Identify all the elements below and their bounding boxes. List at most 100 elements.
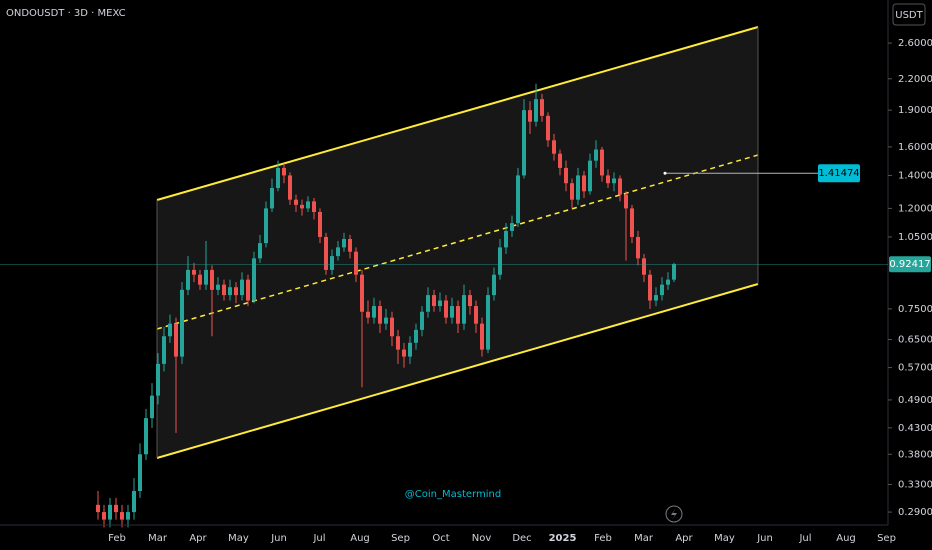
candle-body [672,264,676,280]
candle-body [120,512,124,520]
candle-body [150,395,154,419]
candle-body [300,204,304,209]
candle-body [198,274,202,285]
y-tick-label: 1.60000 [898,142,932,153]
x-tick-label: Nov [472,533,492,544]
annotation-handle [663,171,667,175]
candle-body [378,306,382,324]
candle-body [186,269,190,290]
candle-body [480,323,484,350]
price-label-box [889,256,931,273]
currency-button[interactable] [892,3,926,26]
y-tick-label: 2.20000 [898,74,932,85]
candle-body [312,201,316,212]
x-tick-label: Apr [189,533,207,544]
candle-body [108,504,112,520]
candle-body [444,300,448,318]
candle-body [606,175,610,184]
x-tick-label: May [714,533,735,544]
candle-body [354,251,358,275]
alert-icon[interactable] [665,505,683,523]
x-tick-label: Aug [350,533,370,544]
candle-body [144,418,148,455]
currency-label[interactable]: USDT [895,10,923,21]
watermark: @Coin_Mastermind [405,489,501,500]
candle-body [402,349,406,357]
candle-body [438,300,442,307]
candle-body [486,295,490,350]
candle-body [264,208,268,244]
x-tick-label: Feb [108,533,126,544]
candle-body [252,258,256,301]
candle-body [666,279,670,285]
candles [96,83,676,528]
x-tick-label: Aug [836,533,856,544]
chart-title: ONDOUSDT · 3D · MEXC [6,8,126,19]
candle-body [414,329,418,343]
annotation-label: 1.41474 [818,168,859,179]
candle-body [648,274,652,301]
candle-body [138,454,142,492]
x-tick-label: May [228,533,249,544]
alert-bolt [671,508,677,520]
candle-body [366,311,370,318]
x-tick-label: Sep [877,533,896,544]
candle-body [432,295,436,307]
candle-body [618,178,622,195]
candle-body [540,99,544,116]
candle-body [156,363,160,396]
candle-body [624,194,628,209]
candle-body [426,295,430,312]
x-tick-label: Jun [756,533,773,544]
x-tick-label: Jul [312,533,325,544]
candle-body [210,269,214,290]
candle-body [510,223,514,231]
candle-body [642,258,646,275]
candle-body [498,247,502,275]
candle-body [468,295,472,307]
candle-body [600,149,604,176]
candle-body [546,115,550,141]
candle-body [348,238,352,252]
candle-body [114,504,118,513]
candle-body [306,201,310,209]
price-axis [888,0,932,550]
candle-body [528,110,532,122]
candle-body [594,149,598,161]
candle-body [216,284,220,290]
candle-body [450,306,454,318]
y-tick-label: 1.40000 [898,170,932,181]
y-tick-label: 1.90000 [898,105,932,116]
candle-body [342,238,346,248]
candle-body [174,323,178,357]
candle-body [330,256,334,270]
candle-body [258,243,262,259]
candle-body [234,287,238,296]
price-label: 0.92417 [889,259,930,270]
candle-body [504,230,508,248]
candle-body [246,279,250,301]
x-tick-label: Dec [512,533,531,544]
candle-body [576,175,580,200]
candle-body [228,287,232,296]
candle-body [390,317,394,337]
candle-body [282,167,286,176]
candle-body [660,284,664,296]
candle-body [474,306,478,324]
candle-body [384,317,388,324]
candle-body [396,336,400,350]
candle-body [96,504,100,513]
candle-body [552,140,556,154]
annotation-box [818,164,860,183]
x-tick-label: Apr [675,533,693,544]
y-tick-label: 2.60000 [898,38,932,49]
candle-body [462,295,466,324]
y-tick-label: 0.29000 [898,507,932,518]
